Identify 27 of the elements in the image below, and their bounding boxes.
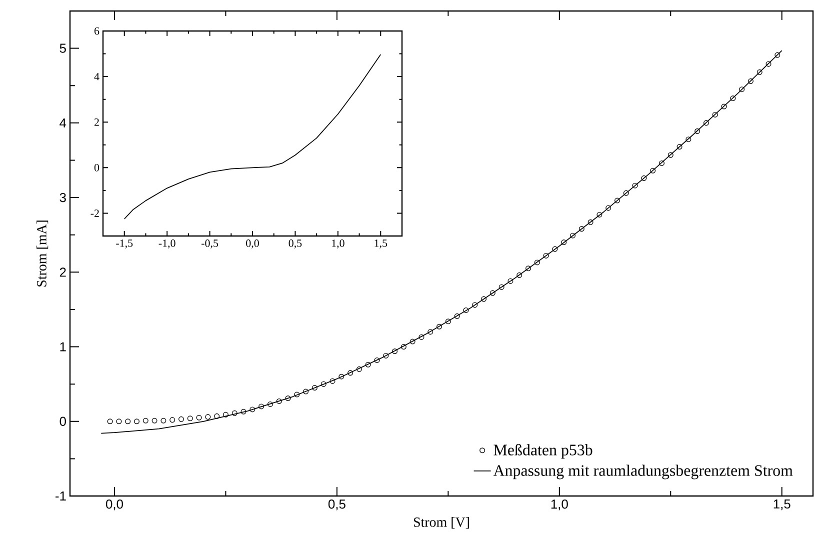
y-tick-label: 6: [94, 27, 100, 35]
y-tick-label: 4: [60, 118, 66, 128]
y-tick-label: 0: [60, 416, 66, 426]
y-tick-label: 0: [94, 164, 100, 172]
x-tick-label: 1,5: [774, 500, 790, 510]
x-tick-label: -1,5: [116, 240, 133, 248]
x-axis-title: Strom [V]: [414, 517, 469, 529]
y-tick-label: -2: [90, 210, 99, 217]
x-tick-label: 0,5: [328, 500, 346, 510]
x-tick-label: 1,5: [374, 240, 388, 248]
x-tick-label: 1,0: [551, 500, 568, 510]
y-tick-label: 2: [94, 118, 99, 126]
x-tick-label: 1,0: [332, 240, 344, 248]
y-tick-label: 3: [60, 192, 66, 202]
y-tick-label: 1: [60, 342, 66, 352]
x-tick-label: 0,0: [106, 500, 123, 510]
x-tick-label: -1,0: [158, 240, 176, 248]
x-tick-label: -0,5: [202, 240, 218, 248]
x-tick-label: 0,5: [288, 240, 302, 248]
legend-label: Anpassung mit raumladungsbegrenztem Strom: [493, 464, 793, 480]
y-tick-label: 4: [94, 72, 100, 80]
x-tick-label: 0,0: [246, 240, 259, 248]
y-tick-label: -1: [56, 492, 66, 500]
y-axis-title: Strom [mA]: [36, 220, 48, 286]
legend-label: Meßdaten p53b: [494, 444, 592, 459]
y-tick-label: 2: [60, 268, 66, 277]
y-tick-label: 5: [60, 44, 66, 53]
